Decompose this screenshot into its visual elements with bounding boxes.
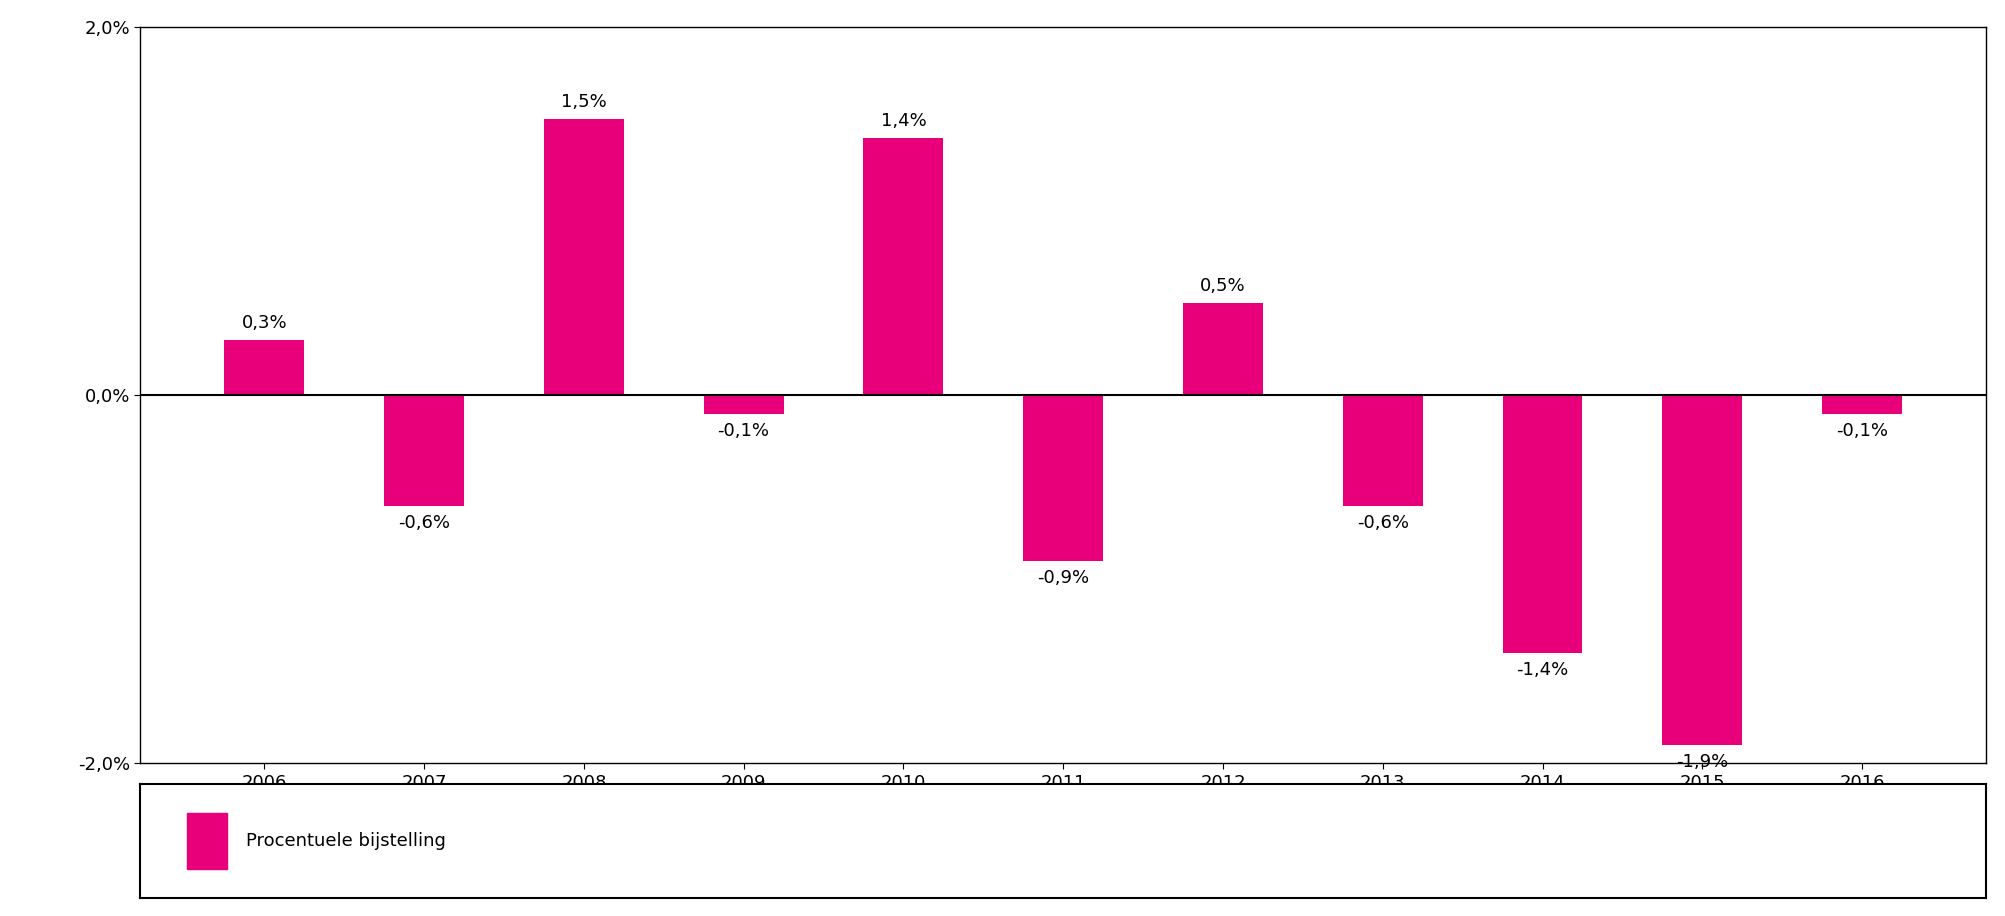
Bar bbox=[862, 137, 942, 396]
Text: -0,1%: -0,1% bbox=[1835, 422, 1887, 440]
Bar bbox=[186, 812, 227, 869]
Text: -0,9%: -0,9% bbox=[1037, 569, 1089, 587]
Bar bbox=[704, 396, 784, 414]
Text: 0,3%: 0,3% bbox=[241, 314, 287, 332]
Bar bbox=[1502, 396, 1582, 653]
Bar bbox=[383, 396, 463, 506]
Bar bbox=[1023, 396, 1103, 561]
Text: -1,4%: -1,4% bbox=[1516, 661, 1568, 679]
Bar bbox=[1662, 396, 1742, 745]
Text: -0,1%: -0,1% bbox=[718, 422, 770, 440]
Bar bbox=[1341, 396, 1422, 506]
Text: Procentuele bijstelling: Procentuele bijstelling bbox=[245, 832, 445, 850]
Text: -0,6%: -0,6% bbox=[1355, 514, 1408, 532]
Bar bbox=[1183, 303, 1263, 396]
Text: 0,5%: 0,5% bbox=[1199, 278, 1245, 295]
Text: 1,5%: 1,5% bbox=[561, 93, 606, 111]
Bar bbox=[225, 340, 305, 396]
Text: -0,6%: -0,6% bbox=[397, 514, 449, 532]
Bar bbox=[1821, 396, 1901, 414]
Text: -1,9%: -1,9% bbox=[1676, 753, 1728, 771]
Text: 1,4%: 1,4% bbox=[880, 112, 926, 129]
Bar bbox=[543, 119, 624, 396]
